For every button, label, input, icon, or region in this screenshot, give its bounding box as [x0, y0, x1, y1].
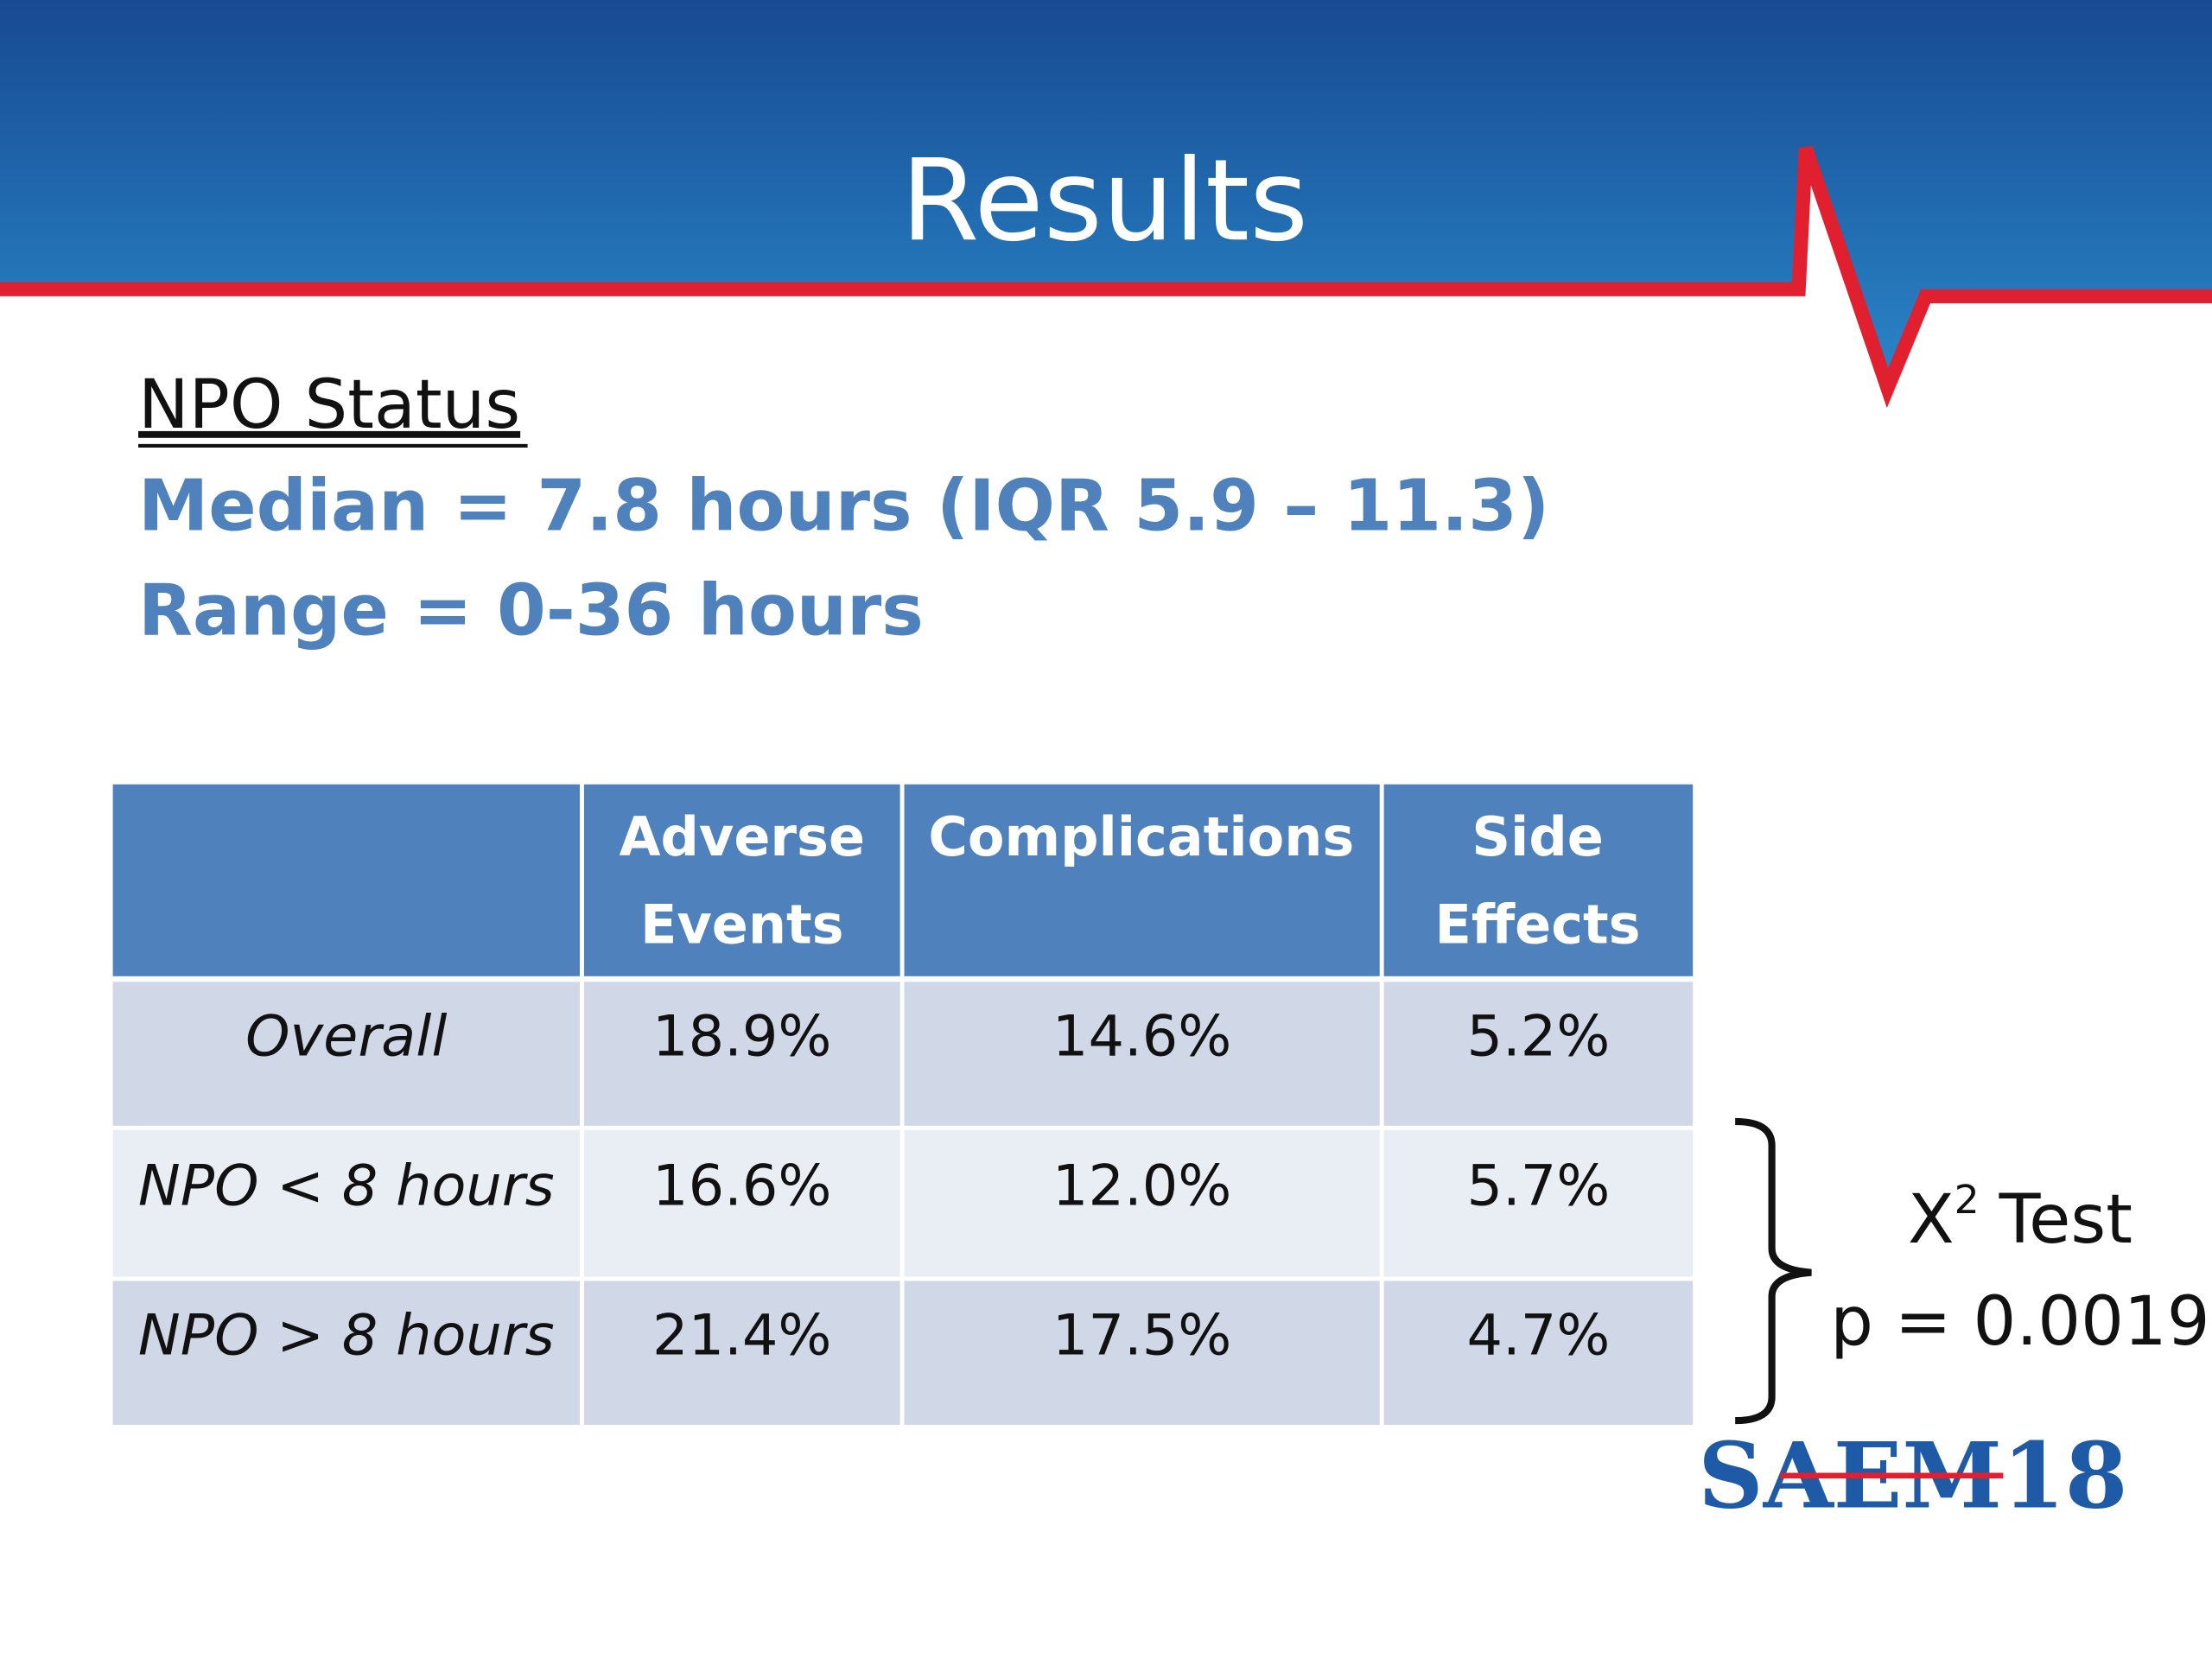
bracket	[1735, 1117, 1812, 1425]
header-cell	[583, 784, 900, 976]
table-cell	[904, 982, 1380, 1126]
header-cell	[904, 784, 1380, 976]
column-header: Adverse	[620, 805, 866, 868]
header-band	[0, 0, 2212, 388]
test-suffix: Test	[1999, 1181, 2133, 1260]
column-header: Effects	[1435, 893, 1641, 956]
table-cell	[112, 1281, 581, 1425]
row-label: NPO < 8 hours	[138, 1153, 555, 1218]
cell-value: 18.9%	[652, 1003, 831, 1069]
cell-value: 5.7%	[1466, 1153, 1610, 1218]
table-cell	[904, 1129, 1380, 1277]
cell-value: 17.5%	[1052, 1302, 1231, 1368]
column-header: Complications	[928, 805, 1354, 868]
row-label: NPO > 8 hours	[138, 1302, 555, 1368]
table-cell	[1383, 982, 1694, 1126]
slide-title: Results	[901, 135, 1309, 266]
header-pulse-line	[0, 145, 2212, 409]
cell-value: 14.6%	[1052, 1003, 1231, 1069]
stat-line: Median = 7.8 hours (IQR 5.9 – 11.3)	[138, 465, 1549, 547]
table-cell	[583, 1281, 900, 1425]
table-cell	[1383, 1281, 1694, 1425]
table-cell	[112, 1129, 581, 1277]
p-value: p = 0.0019	[1830, 1282, 2209, 1361]
test-symbol: X	[1908, 1181, 1955, 1260]
column-header: Side	[1471, 805, 1603, 868]
test-name: X2 Test	[1908, 1177, 2133, 1260]
row-label: Overall	[245, 1003, 447, 1069]
table-cell	[583, 982, 900, 1126]
header-cell	[112, 784, 581, 976]
table-cell	[904, 1281, 1380, 1425]
cell-value: 12.0%	[1052, 1153, 1231, 1218]
table-cell	[1383, 1129, 1694, 1277]
column-header: Events	[640, 893, 844, 956]
cell-value: 16.6%	[652, 1153, 831, 1218]
cell-value: 21.4%	[652, 1302, 831, 1368]
table-cell	[583, 1129, 900, 1277]
stat-line: Range = 0-36 hours	[138, 569, 924, 652]
header-cell	[1383, 784, 1694, 976]
subtitle: NPO Status	[138, 365, 520, 444]
results-table: Adverse Events Complications Side Effect…	[112, 784, 1694, 1425]
cell-value: 4.7%	[1466, 1302, 1610, 1368]
table-cell	[112, 982, 581, 1126]
cell-value: 5.2%	[1466, 1003, 1610, 1069]
test-superscript: 2	[1955, 1177, 1980, 1223]
